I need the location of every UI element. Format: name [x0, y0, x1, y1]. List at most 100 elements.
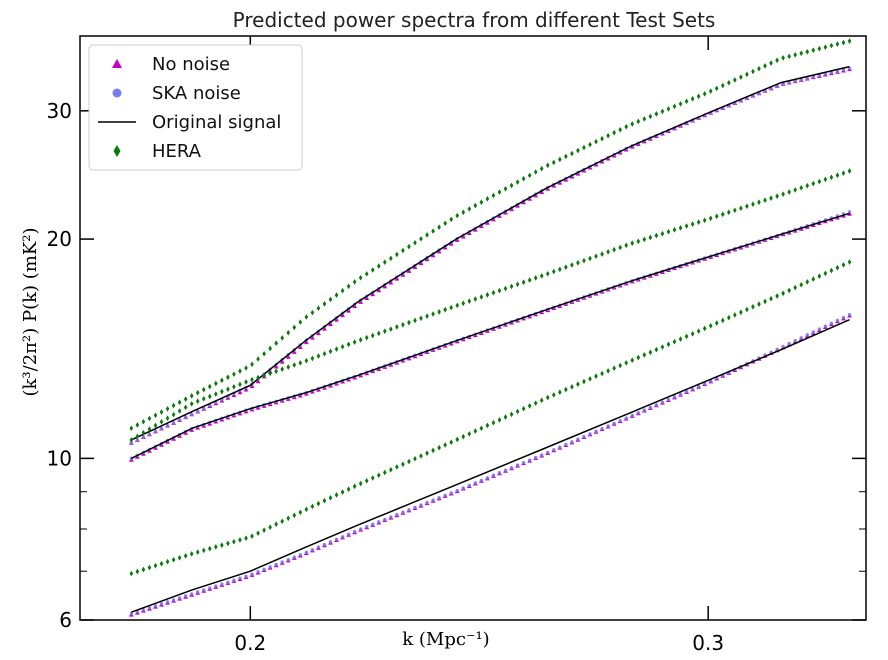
hera-point	[437, 444, 441, 451]
hera-point	[576, 147, 580, 154]
ska-noise-point	[407, 508, 411, 512]
hera-point	[576, 260, 580, 266]
hera-point	[769, 195, 773, 201]
hera-point	[696, 93, 701, 100]
ska-noise-point	[334, 537, 339, 542]
hera-point	[515, 179, 520, 185]
hera-point	[672, 103, 677, 110]
ska-noise-point	[829, 70, 834, 75]
hera-point	[268, 524, 272, 531]
hera-point	[835, 172, 840, 179]
hera-point	[527, 172, 532, 179]
ska-noise-point	[787, 341, 791, 346]
hera-point	[159, 419, 164, 425]
hera-point	[793, 187, 797, 193]
hera-point	[606, 132, 610, 139]
original-signal-line	[131, 319, 850, 613]
hera-point	[811, 47, 816, 54]
ska-noise-point	[232, 578, 236, 582]
hera-point	[376, 472, 381, 479]
ska-noise-point	[262, 567, 266, 572]
hera-point	[425, 313, 429, 319]
ska-noise-point	[183, 415, 188, 420]
hera-point	[195, 389, 200, 396]
y-tick-label: 6	[59, 608, 72, 632]
hera-point	[515, 281, 520, 288]
hera-point	[558, 156, 562, 163]
hera-point	[690, 221, 695, 227]
hera-point	[654, 232, 659, 239]
hera-point	[334, 346, 339, 352]
ska-noise-point	[781, 344, 785, 349]
hera-point	[364, 271, 369, 277]
hera-point	[570, 262, 574, 268]
hera-point	[256, 530, 260, 536]
ska-noise-point	[383, 517, 387, 522]
ska-noise-point	[582, 434, 586, 439]
no-noise-point	[309, 335, 315, 340]
ska-noise-point	[799, 336, 803, 340]
hera-point	[745, 306, 749, 313]
hera-point	[226, 386, 230, 393]
ska-noise-point	[546, 450, 550, 455]
hera-point	[624, 123, 629, 130]
hera-point	[799, 281, 804, 288]
hera-point	[588, 255, 592, 262]
ska-noise-point	[141, 435, 146, 439]
hera-point	[238, 381, 242, 388]
hera-point	[618, 126, 622, 133]
ska-noise-point	[533, 455, 538, 460]
hera-point	[733, 207, 737, 214]
ska-noise-point	[787, 80, 791, 85]
ska-noise-point	[588, 432, 592, 436]
hera-point	[171, 402, 176, 409]
ska-noise-point	[371, 522, 375, 526]
hera-point	[829, 42, 834, 49]
hera-point	[588, 376, 592, 382]
ska-noise-point	[196, 409, 200, 414]
ska-noise-point	[600, 427, 604, 431]
hera-point	[226, 374, 230, 381]
hera-point	[220, 388, 224, 395]
plot-area	[128, 38, 852, 617]
diamond-marker-icon	[113, 145, 121, 157]
hera-point	[636, 354, 641, 361]
no-noise-point	[291, 349, 297, 354]
hera-point	[274, 521, 278, 528]
hera-point	[431, 228, 435, 234]
hera-point	[751, 68, 755, 75]
hera-point	[401, 247, 405, 254]
ska-noise-point	[660, 400, 665, 404]
hera-point	[539, 165, 544, 172]
hera-point	[449, 439, 453, 446]
hera-point	[781, 191, 785, 197]
ska-noise-point	[238, 576, 242, 580]
hera-point	[153, 562, 158, 569]
hera-point	[648, 113, 653, 120]
hera-point	[195, 549, 200, 555]
ska-noise-point	[365, 524, 369, 529]
ska-noise-point	[165, 424, 170, 428]
hera-point	[817, 273, 822, 280]
ska-noise-point	[437, 496, 441, 500]
hera-point	[618, 362, 622, 369]
ska-noise-point	[829, 321, 834, 326]
hera-point	[244, 535, 248, 542]
hera-point	[473, 296, 478, 302]
legend-entry: SKA noise	[112, 83, 241, 104]
hera-point	[238, 537, 242, 543]
hera-point	[775, 193, 779, 199]
hera-point	[189, 400, 194, 407]
ska-noise-point	[781, 82, 785, 86]
ska-noise-point	[449, 491, 453, 495]
ska-noise-point	[811, 330, 816, 334]
hera-point	[479, 199, 484, 206]
hera-point	[250, 376, 254, 383]
hera-point	[696, 219, 701, 225]
hera-point	[690, 330, 695, 337]
hera-point	[624, 360, 629, 366]
hera-point	[316, 353, 321, 359]
hera-point	[135, 433, 140, 440]
hera-point	[195, 398, 200, 405]
hera-point	[684, 98, 689, 105]
